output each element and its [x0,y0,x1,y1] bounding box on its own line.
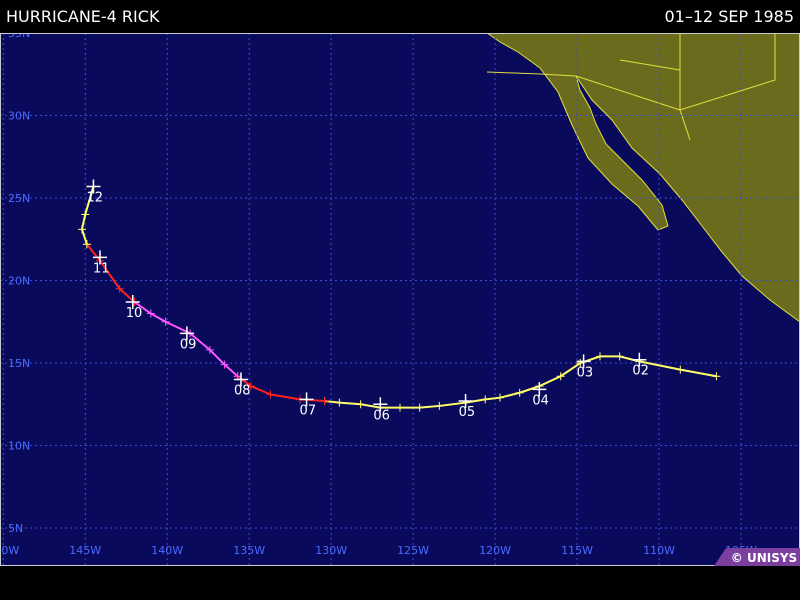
border [679,33,776,111]
day-label: 10 [126,306,143,321]
track-point [335,398,344,407]
track-point [515,388,524,397]
track-point [266,390,275,399]
lat-label: 30N [8,110,30,123]
track-point [615,352,624,361]
lon-label: 125W [397,544,429,557]
day-label: 06 [373,408,390,423]
lon-label: 135W [233,544,265,557]
day-marker [86,179,101,194]
day-markers: 12 11 10 09 08 07 06 05 04 03 02 [86,179,649,423]
lon-label: 130W [315,544,347,557]
border [619,59,681,71]
track-segment [86,243,136,303]
day-label: 11 [93,261,110,276]
day-marker [93,250,107,265]
track-point [396,403,404,412]
title: HURRICANE-4 RICK [6,7,160,26]
track-point [81,210,90,219]
lat-label: 10N [8,440,30,453]
track-point [596,352,604,361]
day-marker [125,294,140,309]
track-point [161,317,170,326]
track-point [415,403,424,412]
track-point [205,345,214,354]
track-point [146,309,155,318]
lon-label: 115W [561,544,593,557]
track-point [556,372,565,381]
track-point [676,365,685,374]
day-label: 03 [577,365,594,380]
date-range: 01–12 SEP 1985 [664,7,794,26]
track-point [496,393,504,402]
day-marker [632,352,647,367]
day-label: 02 [632,364,649,379]
map-area: 12 11 10 09 08 07 06 05 04 03 02 150W 145W 140W 135W 1… [0,27,800,566]
lat-label: 35N [8,27,30,40]
track-point [320,396,329,405]
track-point [356,400,365,409]
day-marker [532,382,547,397]
day-marker [299,392,314,407]
land [486,33,800,323]
track-point [246,382,255,391]
lon-label: 110W [643,544,675,557]
lat-label: 5N [8,522,23,535]
track-point [82,240,91,249]
day-label: 07 [300,403,317,418]
day-label: 05 [459,405,476,420]
track-point [220,360,229,369]
credit: © UNISYS [731,551,797,565]
credit-badge [714,548,800,566]
border [486,71,691,141]
track-point [481,395,490,404]
lon-label: 140W [151,544,183,557]
lon-label: 145W [69,544,101,557]
lat-label: 15N [8,357,30,370]
track-segment [80,186,95,245]
day-label: 04 [532,393,549,408]
lat-label: 25N [8,192,30,205]
day-marker [576,354,591,369]
track-point [712,372,721,381]
track-point [115,284,124,293]
grid [0,33,800,566]
day-marker [458,393,473,408]
day-marker [373,397,388,412]
day-label: 09 [180,337,197,352]
axis-labels: 150W145W140W135W130W125W120W115W110W105W… [0,27,757,557]
day-label: 12 [86,190,103,205]
lon-label: 150W [0,544,19,557]
lat-label: 20N [8,275,30,288]
track-point [435,401,444,410]
track-point [77,225,86,234]
lon-label: 120W [479,544,511,557]
day-marker [179,326,194,341]
day-marker [233,372,248,387]
day-label: 08 [234,384,251,399]
